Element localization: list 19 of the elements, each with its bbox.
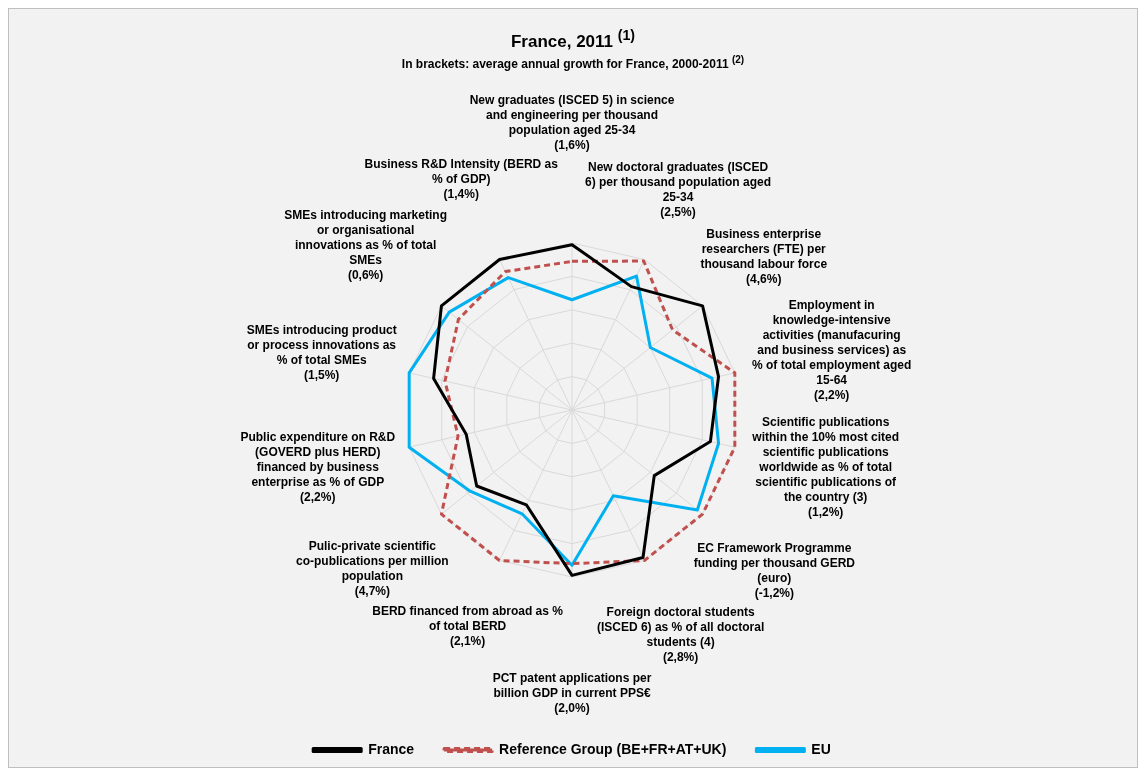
spoke-label: New doctoral graduates (ISCED 6) per thousand population aged 25-34 (2,5%) — [585, 159, 772, 219]
spoke-label: EC Framework Programme funding per thousand GERD (euro) (-1,2%) — [693, 540, 856, 600]
spoke-label: BERD financed from abroad as % of total BERD (2,1%) — [372, 603, 564, 648]
spoke-label: PCT patent applications per billion GDP in current PPS€ (2,0%) — [492, 670, 652, 715]
spoke-label: SMEs introducing product or process innovations as % of total SMEs (1,5%) — [246, 322, 397, 382]
spoke-label: Foreign doctoral students (ISCED 6) as % of all doctoral students (4) (2,8%) — [596, 605, 765, 665]
spoke-label: Pulic-private scientific co-publications per million population (4,7%) — [295, 538, 449, 598]
spoke-label: Scientific publications within the 10% most cited scientific publications worldwide as % of total scientific publications of the country (3) (1,2%) — [751, 414, 900, 519]
spoke-label: Business R&D Intensity (BERD as % of GDP) (1,4%) — [364, 157, 559, 202]
legend-label: EU — [811, 740, 831, 757]
legend-label: France — [368, 740, 415, 757]
spoke-label: New graduates (ISCED 5) in science and engineering per thousand population aged 25-34 (1,6%) — [469, 92, 675, 152]
spoke-label: SMEs introducing marketing or organisational innovations as % of total SMEs (0,6%) — [284, 207, 447, 282]
chart-title: France, 2011 $^{(1)}$ — [509, 26, 637, 52]
chart-subtitle: In brackets: average annual growth for France, 2000-2011 $^{(2)}$ — [400, 53, 746, 71]
spoke-label: Employment in knowledge-intensive activities (manufacuring and business services) as % of total employment aged 15-64 (2,2%) — [752, 297, 912, 402]
spoke-label: Public expenditure on R&D (GOVERD plus HERD) financed by business enterprise as % of GDP (2,2%) — [240, 429, 396, 504]
legend-label: Reference Group (BE+FR+AT+UK) — [499, 740, 727, 757]
spoke-label: Business enterprise researchers (FTE) per thousand labour force (4,6%) — [700, 226, 828, 286]
